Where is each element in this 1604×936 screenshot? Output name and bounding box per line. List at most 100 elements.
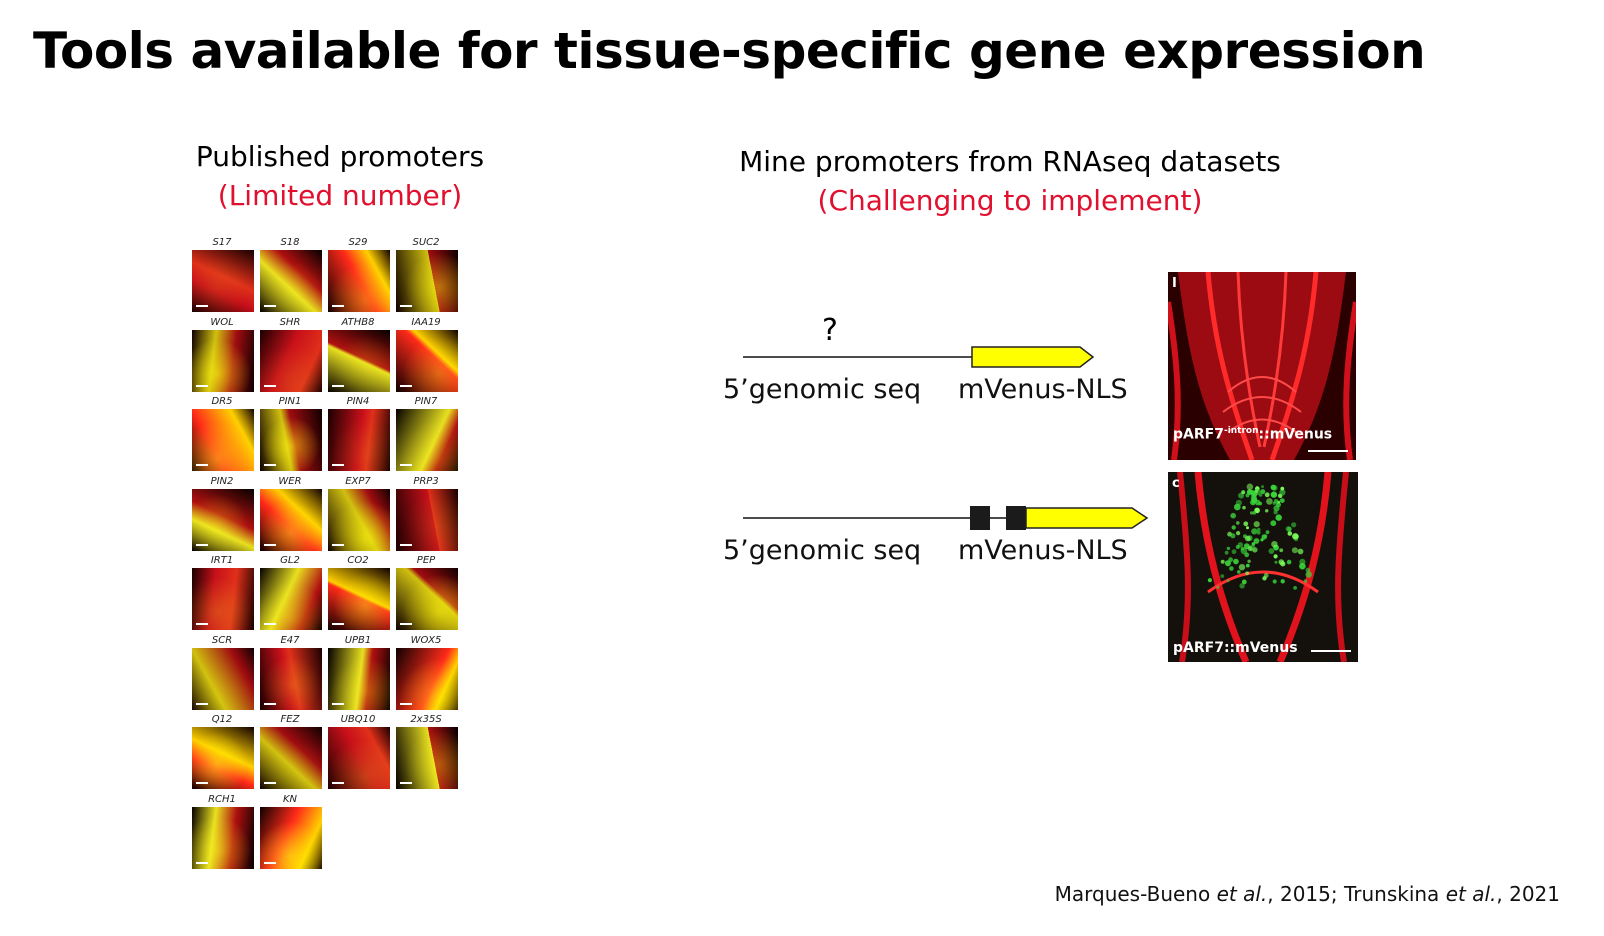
nucleus-dot (1251, 528, 1258, 535)
nucleus-dot (1237, 570, 1241, 574)
promoter-label: PIN1 (278, 396, 302, 407)
nucleus-dot (1253, 538, 1260, 544)
promoter-label: S18 (280, 237, 300, 248)
promoter-label: UPB1 (344, 634, 372, 646)
nucleus-dot (1229, 566, 1234, 571)
promoter-micrograph (260, 806, 322, 869)
nucleus-dot (1299, 562, 1306, 570)
nucleus-dot (1242, 505, 1246, 510)
promoter-micrograph (192, 806, 254, 869)
nucleus-dot (1246, 483, 1254, 491)
promoter-tile: EXP7 (326, 475, 390, 555)
nucleus-dot (1268, 548, 1275, 554)
tile-scale-bar (264, 861, 276, 864)
promoter-label: WOL (210, 316, 234, 328)
tile-scale-bar (196, 623, 208, 625)
nucleus-dot (1279, 489, 1286, 496)
promoter-tile: KN (258, 793, 322, 873)
mvenus-label-bottom: mVenus-NLS (958, 535, 1128, 566)
nucleus-dot (1272, 579, 1277, 584)
nucleus-dot (1273, 499, 1279, 504)
promoter-label: FEZ (280, 714, 300, 725)
tile-scale-bar (264, 623, 276, 625)
unknown-promoter-mark: ? (822, 313, 838, 348)
tile-scale-bar (264, 782, 276, 784)
promoter-label: KN (282, 793, 298, 805)
promoter-micrograph (396, 409, 458, 471)
nucleus-dot (1252, 511, 1257, 515)
promoter-micrograph (396, 250, 458, 312)
promoter-tile: IRT1 (190, 554, 254, 634)
root-image-red (1168, 272, 1356, 460)
promoter-tile: IAA19 (394, 316, 458, 396)
promoter-tile: 2x35S (394, 713, 458, 793)
tile-scale-bar (196, 384, 208, 387)
promoter-tile: PEP (394, 554, 458, 634)
promoter-micrograph (192, 568, 254, 630)
promoter-tile: PIN2 (190, 475, 254, 555)
left-subheading: (Limited number) (217, 179, 463, 212)
promoter-tile: UPB1 (326, 634, 390, 714)
exon-block-1 (970, 506, 990, 530)
tile-scale-bar (264, 702, 276, 705)
slide-title: Tools available for tissue-specific gene… (33, 22, 1426, 80)
tile-scale-bar (400, 702, 412, 705)
mvenus-label-top: mVenus-NLS (958, 374, 1128, 405)
promoter-tile: SHR (258, 316, 322, 396)
promoter-tile: PIN4 (326, 395, 390, 475)
promoter-tile: UBQ10 (326, 713, 390, 793)
promoter-micrograph (192, 250, 254, 312)
mvenus-arrow-top (971, 346, 1095, 368)
promoter-tile: PRP3 (394, 475, 458, 555)
promoter-tile: S17 (190, 236, 254, 316)
promoter-micrograph (396, 488, 458, 551)
promoter-image-grid: S17 S18 S29 SUC2 WOL SHR ATHB8 IAA19 DR5 PIN1 PIN4… (190, 236, 470, 876)
promoter-label: GL2 (280, 555, 300, 566)
nucleus-dot (1265, 509, 1269, 513)
nucleus-dot (1244, 552, 1250, 558)
nucleus-dot (1235, 499, 1242, 506)
promoter-micrograph (260, 727, 322, 789)
promoter-micrograph (328, 568, 390, 630)
promoter-tile: CO2 (326, 554, 390, 634)
nucleus-dot (1250, 499, 1256, 506)
nucleus-dot (1275, 514, 1282, 521)
micrograph-intron-construct: I pARF7-intron::mVenus (1168, 272, 1356, 460)
right-subheading: (Challenging to implement) (817, 184, 1203, 217)
nucleus-dot (1249, 511, 1254, 515)
nucleus-dot (1258, 493, 1263, 497)
promoter-micrograph (328, 250, 390, 312)
tile-scale-bar (196, 782, 208, 784)
tile-scale-bar (400, 305, 412, 307)
nucleus-dot (1274, 560, 1278, 564)
nucleus-dot (1287, 531, 1293, 536)
promoter-micrograph (328, 727, 390, 789)
tile-scale-bar (264, 543, 276, 546)
exon-block-2 (1006, 506, 1026, 530)
promoter-tile: S18 (258, 236, 322, 316)
nucleus-dot (1216, 585, 1220, 590)
nucleus-dot (1241, 490, 1246, 495)
nucleus-dot (1251, 542, 1256, 546)
promoter-micrograph (328, 488, 390, 551)
scale-bar-bottom (1311, 650, 1351, 652)
promoter-micrograph (260, 250, 322, 312)
promoter-label: ATHB8 (341, 316, 375, 328)
nucleus-dot (1231, 525, 1236, 530)
tile-scale-bar (400, 543, 412, 546)
promoter-label: DR5 (211, 396, 233, 407)
nucleus-dot (1297, 548, 1304, 555)
promoter-micrograph (396, 727, 458, 789)
tile-scale-bar (332, 305, 344, 307)
nucleus-dot (1272, 485, 1278, 491)
promoter-micrograph (260, 568, 322, 630)
nucleus-dot (1245, 563, 1250, 568)
tile-scale-bar (332, 782, 344, 784)
promoter-label: PEP (416, 555, 436, 566)
promoter-micrograph (192, 727, 254, 789)
promoter-label: SHR (279, 316, 301, 328)
promoter-micrograph (192, 647, 254, 710)
nucleus-dot (1239, 583, 1245, 589)
promoter-micrograph (328, 329, 390, 392)
nucleus-dot (1253, 521, 1260, 528)
